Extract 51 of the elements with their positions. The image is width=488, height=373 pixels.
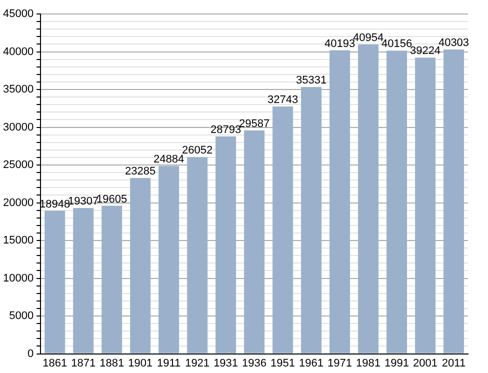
y-tick-label: 25000 — [2, 159, 34, 172]
data-label: 28793 — [210, 124, 242, 136]
bar — [102, 206, 122, 354]
data-label: 35331 — [296, 74, 327, 87]
y-tick-label: 30000 — [2, 121, 34, 134]
data-label: 39224 — [410, 45, 441, 58]
bar — [187, 157, 208, 354]
x-tick-label: 2011 — [442, 357, 466, 370]
y-tick-label: 40000 — [2, 46, 34, 58]
bar — [301, 87, 322, 354]
bar — [358, 44, 379, 354]
x-tick-label: 1921 — [185, 357, 210, 370]
bar — [216, 136, 236, 354]
y-tick-label: 20000 — [2, 196, 34, 209]
data-label: 40303 — [438, 37, 470, 49]
data-label: 23285 — [125, 166, 156, 178]
y-tick-label: 35000 — [2, 84, 34, 96]
x-tick-label: 1871 — [71, 357, 96, 370]
bar — [386, 50, 408, 354]
bar — [415, 58, 436, 354]
x-tick-label: 1861 — [42, 357, 68, 370]
bar — [73, 208, 94, 354]
y-tick-label: 45000 — [2, 8, 34, 20]
data-label: 40193 — [324, 38, 356, 50]
y-tick-label: 0 — [27, 348, 34, 360]
data-label: 18948 — [40, 198, 70, 210]
x-tick-label: 2001 — [413, 357, 438, 370]
x-tick-label: 1936 — [242, 357, 267, 370]
x-tick-label: 1971 — [328, 357, 352, 370]
y-tick-label: 5000 — [9, 310, 34, 322]
bar — [158, 166, 180, 354]
x-tick-label: 1991 — [384, 357, 410, 370]
bar — [130, 178, 151, 354]
x-tick-label: 1931 — [214, 357, 238, 370]
x-tick-label: 1911 — [156, 357, 181, 370]
data-label: 26052 — [182, 144, 213, 157]
x-tick-label: 1901 — [128, 357, 153, 370]
bar — [272, 106, 294, 354]
bar — [44, 210, 66, 354]
x-tick-label: 1951 — [270, 357, 296, 370]
x-tick-label: 1981 — [356, 357, 381, 370]
data-label: 24884 — [154, 153, 184, 166]
x-tick-label: 1881 — [100, 357, 124, 370]
data-label: 32743 — [267, 94, 298, 106]
y-tick-label: 15000 — [2, 234, 34, 247]
bar — [330, 50, 350, 354]
data-label: 19605 — [96, 193, 128, 206]
x-tick-label: 1961 — [299, 357, 324, 370]
bar — [443, 49, 464, 354]
y-tick-label: 10000 — [2, 272, 34, 284]
bar — [244, 130, 265, 354]
